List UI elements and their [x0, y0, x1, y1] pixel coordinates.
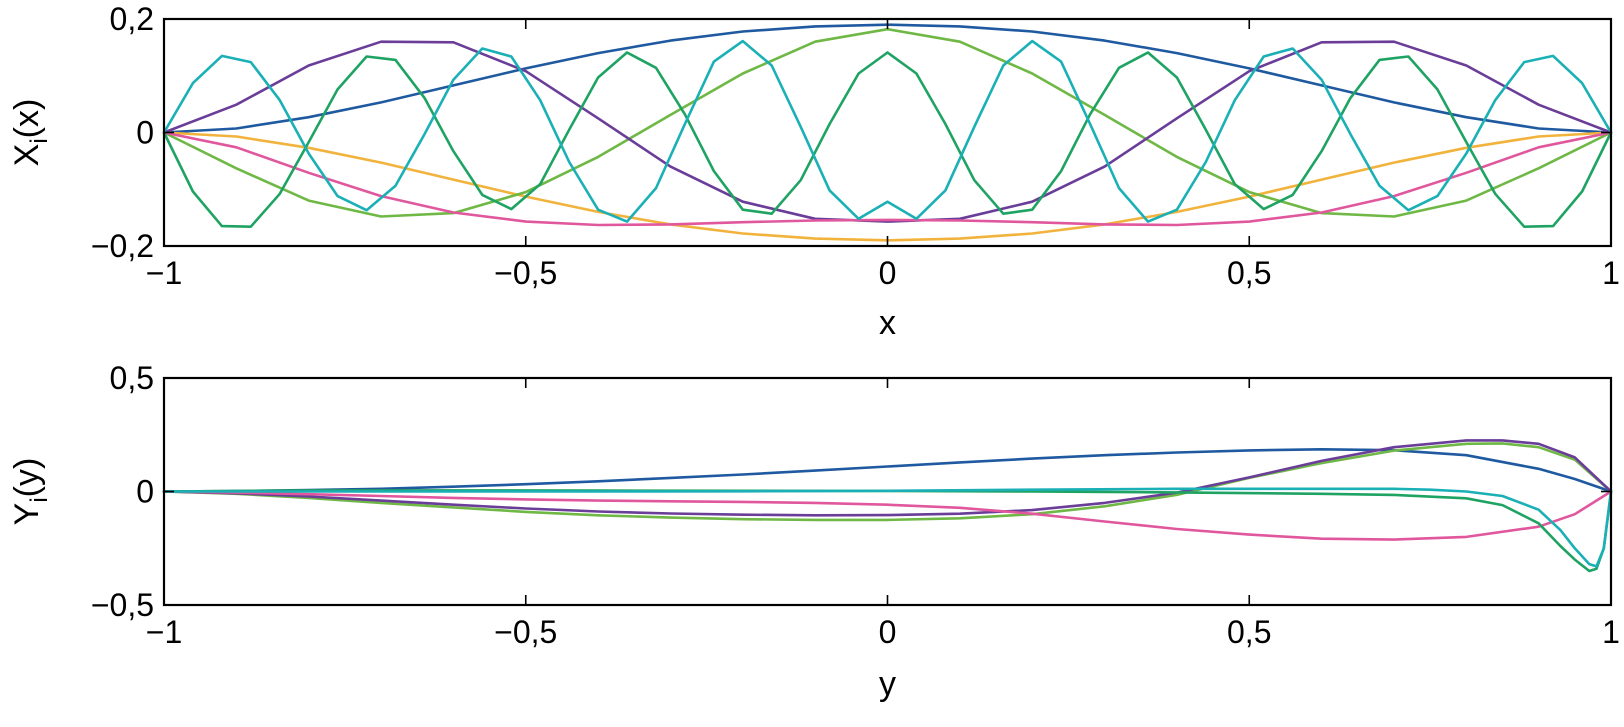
- series-line-6: [162, 51, 1613, 228]
- y-tick-label: −0,5: [91, 587, 154, 623]
- y-tick-label: −0,2: [91, 228, 154, 264]
- x-tick-label: 0,5: [1227, 255, 1271, 291]
- x-tick-label: 1: [1602, 614, 1620, 650]
- y-axis-label-subscript: i: [26, 138, 53, 143]
- series-line-1: [162, 447, 1613, 493]
- y-axis-label: Xi(x): [8, 99, 53, 167]
- y-axis-label-args: (x): [8, 99, 46, 139]
- series-line-4: [162, 490, 1613, 541]
- series-line-5: [162, 131, 1613, 227]
- x-axis-label: y: [879, 665, 896, 703]
- y-axis-label-main: Y: [8, 503, 46, 526]
- y-tick-label: 0: [136, 115, 154, 151]
- x-axis-label: x: [879, 304, 896, 342]
- x-tick-label: 0: [879, 614, 897, 650]
- x-tick-label: −1: [146, 614, 182, 650]
- x-tick-label: −0,5: [494, 255, 557, 291]
- series-line-2: [162, 131, 1613, 242]
- y-axis-label: Yi(y): [8, 458, 53, 526]
- x-tick-label: 1: [1602, 255, 1620, 291]
- x-tick-label: 0: [879, 255, 897, 291]
- x-tick-label: 0,5: [1227, 614, 1271, 650]
- series-line-2: [162, 442, 1613, 522]
- y-axis-label-main: X: [8, 144, 46, 167]
- y-axis-label-args: (y): [8, 458, 46, 498]
- y-tick-label: 0: [136, 474, 154, 510]
- y-tick-label: 0,2: [110, 1, 154, 37]
- series-line-3: [162, 27, 1613, 218]
- x-tick-label: −0,5: [494, 614, 557, 650]
- y-tick-label: 0,5: [110, 360, 154, 396]
- series-line-7: [162, 39, 1613, 223]
- series-line-4: [162, 40, 1613, 223]
- series-line-6: [162, 487, 1613, 568]
- series-line-3: [162, 439, 1613, 517]
- top-panel-x-modes: −1 −0,5 0 0,5 1 −0,2 0 0,2 x Xi(x): [8, 1, 1620, 342]
- x-tick-label: −1: [146, 255, 182, 291]
- y-axis-label-subscript: i: [26, 497, 53, 502]
